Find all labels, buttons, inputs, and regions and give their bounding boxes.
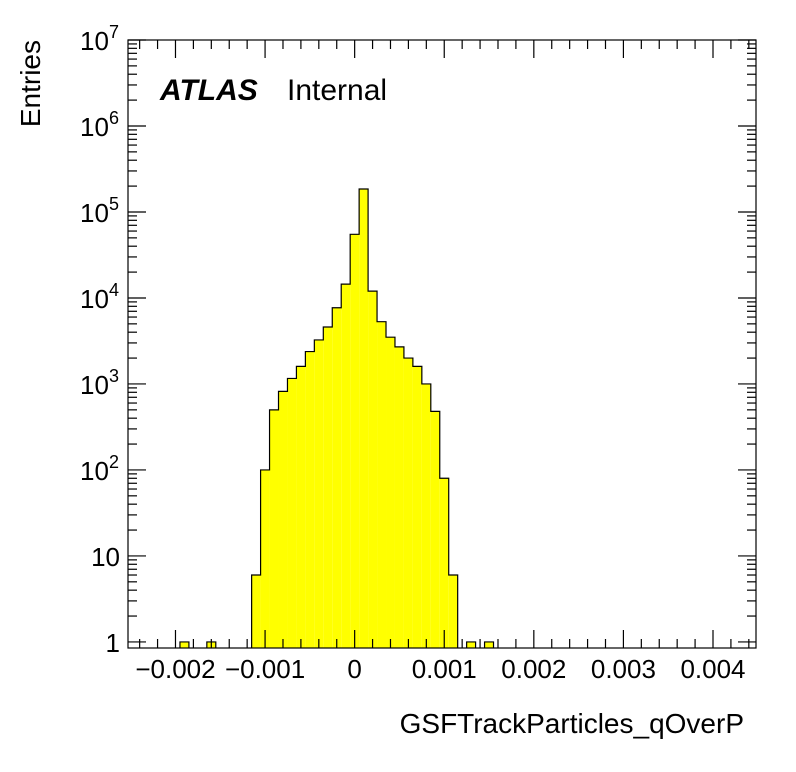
x-tick-label-5: 0.003 — [591, 654, 656, 684]
y-tick-exponent-2: 2 — [109, 452, 119, 472]
histogram-bar-15 — [368, 291, 378, 648]
histogram-bar-7 — [296, 366, 306, 648]
y-tick-label-0: 1 — [106, 628, 120, 658]
histogram-bars — [179, 189, 494, 648]
histogram-bar-12 — [341, 284, 351, 648]
histogram-bar-20 — [412, 366, 422, 648]
y-axis-title: Entries — [15, 40, 46, 127]
y-tick-label-4: 10 — [80, 284, 109, 314]
x-tick-label-0: −0.002 — [135, 654, 215, 684]
x-tick-label-4: 0.002 — [501, 654, 566, 684]
y-tick-exponent-7: 7 — [109, 22, 119, 42]
y-tick-exponent-4: 4 — [109, 280, 119, 300]
histogram-bar-13 — [350, 234, 360, 648]
histogram-bar-9 — [314, 339, 324, 648]
histogram-bar-24 — [448, 575, 458, 648]
histogram-bar-8 — [305, 351, 315, 648]
x-tick-label-2: 0 — [347, 654, 361, 684]
histogram-bar-3 — [260, 469, 270, 648]
histogram-bar-25 — [466, 641, 476, 648]
y-tick-label-5: 10 — [80, 198, 109, 228]
x-tick-labels: −0.002 −0.001 0 0.001 0.002 0.003 0.004 — [135, 654, 745, 684]
x-tick-label-3: 0.001 — [412, 654, 477, 684]
histogram-bar-10 — [323, 326, 333, 648]
histogram-bar-23 — [439, 478, 449, 648]
x-tick-label-1: −0.001 — [225, 654, 305, 684]
histogram-bar-4 — [269, 409, 279, 648]
histogram-bar-19 — [403, 358, 413, 648]
histogram-bar-0 — [179, 641, 189, 648]
histogram-bar-2 — [251, 575, 261, 648]
histogram-bar-11 — [332, 307, 342, 648]
histogram-bar-26 — [484, 641, 494, 648]
x-tick-label-6: 0.004 — [680, 654, 745, 684]
x-axis-title: GSFTrackParticles_qOverP — [400, 708, 744, 739]
atlas-label: ATLAS — [159, 74, 258, 107]
histogram-bar-18 — [394, 346, 404, 648]
y-tick-label-7: 10 — [80, 26, 109, 56]
histogram-bar-21 — [421, 383, 431, 648]
histogram-bar-6 — [287, 378, 297, 648]
y-tick-exponent-3: 3 — [109, 366, 119, 386]
y-tick-label-3: 10 — [80, 370, 109, 400]
axis-ticks — [128, 39, 756, 648]
histogram-bar-16 — [377, 321, 387, 648]
y-tick-label-1: 10 — [91, 542, 120, 572]
plot-frame — [127, 39, 757, 649]
internal-label: Internal — [287, 74, 387, 107]
histogram-bar-14 — [359, 189, 369, 648]
y-tick-exponent-6: 6 — [109, 108, 119, 128]
y-tick-label-6: 10 — [80, 112, 109, 142]
y-tick-label-2: 10 — [80, 456, 109, 486]
histogram-bar-5 — [278, 391, 288, 648]
y-tick-exponent-5: 5 — [109, 194, 119, 214]
histogram-bar-17 — [386, 337, 395, 648]
histogram-bar-22 — [430, 411, 440, 648]
